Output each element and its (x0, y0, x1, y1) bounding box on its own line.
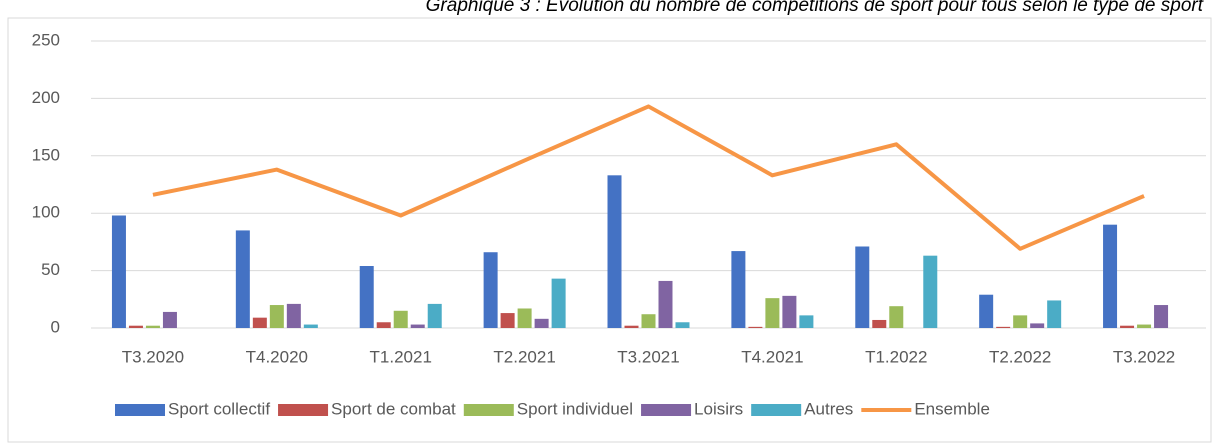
legend-label: Loisirs (694, 399, 743, 418)
bar (128, 325, 143, 328)
bar (1120, 325, 1135, 328)
legend-swatch (463, 404, 514, 416)
bar (675, 322, 690, 328)
bar (252, 317, 267, 328)
bar (658, 280, 673, 328)
bar (889, 306, 904, 328)
legend-label: Sport collectif (168, 399, 270, 418)
bar (996, 326, 1011, 328)
bar (799, 315, 814, 328)
legend-swatch (115, 404, 165, 416)
x-tick-label: T1.2022 (865, 347, 927, 366)
legend-label: Autres (804, 399, 853, 418)
bar (607, 175, 622, 328)
bar (855, 246, 870, 328)
bar (1013, 315, 1028, 328)
bar (923, 255, 938, 328)
bar (269, 305, 284, 328)
bar (1154, 305, 1169, 328)
x-tick-label: T3.2021 (617, 347, 679, 366)
x-tick-label: T1.2021 (370, 347, 432, 366)
bar (286, 303, 301, 328)
bar (534, 318, 549, 328)
bar (393, 310, 408, 328)
bar (765, 298, 780, 328)
bar (517, 308, 532, 328)
y-tick-label: 250 (32, 30, 60, 49)
bar (782, 295, 797, 328)
y-tick-label: 0 (51, 317, 60, 336)
y-tick-label: 50 (41, 260, 60, 279)
legend-label: Sport de combat (331, 399, 456, 418)
x-tick-label: T2.2021 (493, 347, 555, 366)
bar (1137, 324, 1152, 328)
bar (551, 278, 566, 328)
bar (641, 314, 656, 328)
bar (748, 326, 763, 328)
bar (111, 215, 126, 328)
legend-label: Sport individuel (517, 399, 633, 418)
legend-label: Ensemble (914, 399, 990, 418)
bar (872, 319, 887, 328)
bar (359, 266, 374, 328)
bar (303, 324, 318, 328)
chart-title: Graphique 3 : Évolution du nombre de com… (426, 0, 1204, 16)
x-tick-label: T3.2022 (1113, 347, 1175, 366)
bar (162, 311, 177, 328)
y-tick-label: 200 (32, 88, 60, 107)
bar (410, 324, 425, 328)
line (152, 104, 1145, 251)
bar (483, 252, 498, 328)
bar (1047, 300, 1062, 328)
bar (1030, 323, 1045, 328)
x-tick-label: T4.2021 (741, 347, 803, 366)
bar (624, 325, 639, 328)
x-tick-label: T2.2022 (989, 347, 1051, 366)
x-tick-label: T3.2020 (122, 347, 184, 366)
bar (145, 325, 160, 328)
bar (427, 303, 442, 328)
y-tick-label: 150 (32, 145, 60, 164)
bar (500, 313, 515, 328)
chart-frame (7, 17, 1212, 443)
legend-swatch (641, 404, 692, 416)
legend-swatch (278, 404, 329, 416)
bar (1103, 224, 1118, 328)
x-tick-label: T4.2020 (246, 347, 308, 366)
bar (731, 251, 746, 328)
legend-swatch (751, 404, 802, 416)
bar (376, 322, 391, 328)
bar (979, 294, 994, 328)
bar (235, 230, 250, 328)
y-tick-label: 100 (32, 203, 60, 222)
